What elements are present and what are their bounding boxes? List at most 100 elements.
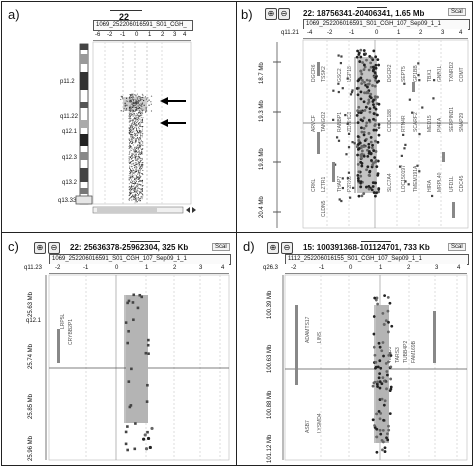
probe-point	[131, 126, 133, 128]
probe-point	[339, 61, 343, 65]
probe-point	[130, 132, 132, 134]
magnifier-minus-icon: ⊖	[280, 9, 288, 18]
probe-point	[366, 85, 369, 89]
probe-point	[132, 121, 134, 123]
probe-point	[374, 107, 378, 111]
panel-c-log-ratio-ruler[interactable]: -2 -1 0 1 2 3 4	[49, 264, 229, 274]
probe-point	[127, 299, 131, 303]
probe-point	[132, 94, 134, 96]
probe-point	[139, 114, 141, 116]
probe-point	[377, 341, 381, 345]
probe-point	[377, 123, 381, 127]
probe-point	[135, 117, 137, 119]
probe-point	[146, 343, 150, 347]
probe-point	[144, 96, 147, 98]
probe-point	[142, 166, 144, 168]
probe-point	[375, 296, 379, 300]
probe-point	[138, 172, 140, 174]
probe-point	[133, 110, 135, 112]
zoom-in-button[interactable]: ⊕	[265, 8, 277, 20]
ruler-tick: -1	[120, 32, 126, 38]
ruler-tick: -1	[83, 265, 89, 271]
ruler-tick: 4	[459, 30, 463, 36]
scale-button[interactable]: Scal	[212, 243, 230, 251]
probe-point	[139, 130, 141, 132]
probe-point	[137, 183, 139, 185]
panel-b-log-ratio-ruler[interactable]: -4 -2 -1 0 1 2 3 4	[303, 29, 468, 39]
probe-point	[356, 174, 360, 177]
panel-b-plot[interactable]	[237, 2, 473, 232]
probe-point	[150, 103, 152, 105]
probe-point	[136, 130, 138, 132]
probe-point	[133, 447, 137, 451]
probe-point	[137, 178, 139, 180]
probe-point	[139, 165, 141, 167]
probe-point	[132, 180, 134, 182]
probe-point	[374, 128, 378, 132]
horizontal-scrollbar[interactable]	[92, 206, 196, 214]
scale-button[interactable]: Scal	[448, 8, 466, 16]
probe-point	[130, 127, 132, 129]
probe-point	[362, 126, 366, 130]
probe-point	[128, 186, 130, 188]
probe-point	[128, 183, 130, 185]
probe-point	[349, 93, 353, 96]
probe-point	[137, 132, 139, 134]
probe-point	[131, 175, 133, 177]
probe-point	[137, 123, 139, 125]
probe-point	[371, 146, 374, 150]
probe-point	[129, 165, 131, 167]
probe-point	[362, 49, 366, 52]
probe-point	[362, 133, 366, 137]
probe-point	[337, 82, 340, 85]
probe-point	[133, 103, 135, 105]
probe-point	[134, 104, 136, 107]
probe-point	[130, 137, 132, 139]
gene-marker	[317, 62, 455, 218]
panel-d-plot[interactable]	[237, 233, 473, 464]
probe-point	[383, 399, 387, 403]
zoom-out-button[interactable]: ⊖	[281, 242, 293, 254]
probe-point	[138, 96, 140, 98]
probe-point	[138, 293, 142, 297]
probe-point	[137, 120, 139, 122]
probe-point	[351, 141, 354, 144]
probe-point	[140, 152, 142, 154]
panel-a-log-ratio-ruler[interactable]: -6 -2 -1 0 1 2 3 4	[93, 31, 191, 41]
probe-point	[139, 191, 141, 193]
probe-point	[132, 125, 134, 127]
ruler-tick: -2	[107, 32, 113, 38]
probe-point	[130, 165, 132, 167]
zoom-in-button[interactable]: ⊕	[267, 242, 279, 254]
probe-point	[141, 182, 143, 184]
probe-point	[132, 115, 134, 117]
probe-point	[389, 377, 393, 381]
probe-point	[129, 106, 131, 108]
probe-point	[139, 180, 141, 182]
panel-c-plot[interactable]	[2, 233, 236, 464]
probe-point	[132, 318, 135, 322]
panel-d-log-ratio-ruler[interactable]: -2 -1 0 1 2 3 4	[285, 264, 467, 274]
zoom-in-button[interactable]: ⊕	[34, 242, 46, 254]
panel-d-title-underline	[361, 241, 391, 242]
probe-point	[130, 189, 132, 191]
probe-point	[136, 118, 138, 120]
panel-a-sample-name[interactable]: 1069_252206016591_S01_CGH_	[93, 20, 193, 31]
scale-button[interactable]: Scal	[448, 243, 466, 251]
ruler-tick: 0	[135, 32, 139, 38]
probe-point	[138, 176, 140, 178]
probe-point	[143, 104, 145, 106]
probe-point	[128, 140, 130, 142]
chromosome-ideogram[interactable]	[75, 43, 93, 205]
probe-point	[131, 114, 133, 116]
probe-point	[142, 94, 144, 96]
panel-a-plot[interactable]	[2, 2, 236, 232]
zoom-out-button[interactable]: ⊖	[278, 8, 290, 20]
probe-point	[130, 119, 132, 121]
probe-point	[367, 142, 371, 146]
probe-point	[137, 155, 139, 157]
zoom-out-button[interactable]: ⊖	[48, 242, 60, 254]
probe-point	[375, 450, 379, 454]
probe-point	[126, 104, 128, 106]
probe-point	[140, 126, 142, 128]
